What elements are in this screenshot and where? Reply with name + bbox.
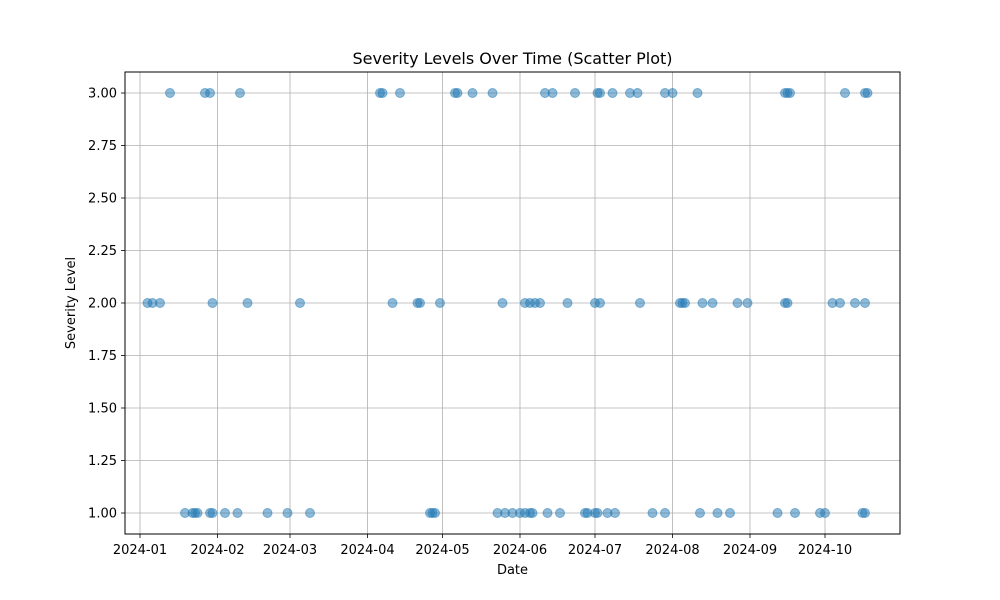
scatter-point [207, 298, 218, 308]
scatter-point [205, 88, 215, 98]
scatter-point [607, 88, 618, 98]
y-tick-label: 1.00 [88, 507, 117, 522]
scatter-point [207, 508, 218, 518]
scatter-point [547, 88, 558, 98]
scatter-point [527, 508, 538, 518]
scatter-point [790, 508, 800, 518]
y-tick-label: 1.25 [88, 454, 117, 469]
x-axis-label: Date [497, 563, 528, 578]
scatter-point [562, 298, 573, 308]
scatter-point [785, 88, 795, 98]
scatter-point [695, 508, 705, 518]
y-tick-label: 2.50 [88, 192, 117, 207]
scatter-point [692, 88, 703, 98]
scatter-point [232, 508, 243, 518]
x-tick-label: 2024-05 [415, 543, 469, 558]
scatter-point [155, 298, 165, 308]
axis-ticks: 2024-01 2024-02 2024-03 2024-04 2024-05 2024-… [88, 87, 852, 559]
scatter-point [772, 508, 783, 518]
scatter-point [282, 508, 293, 518]
y-tick-label: 1.75 [88, 349, 117, 364]
y-tick-label: 2.00 [88, 297, 117, 312]
x-tick-label: 2024-08 [645, 543, 699, 558]
scatter-point [452, 88, 463, 98]
y-tick-label: 1.50 [88, 402, 117, 417]
scatter-point [555, 508, 565, 518]
scatter-point [542, 508, 553, 518]
scatter-point [595, 88, 605, 98]
scatter-point [377, 88, 388, 98]
scatter-point [680, 298, 690, 308]
scatter-point [387, 298, 398, 308]
scatter-point [697, 298, 708, 308]
scatter-point [667, 88, 678, 98]
scatter-point [305, 508, 315, 518]
scatter-point [435, 298, 445, 308]
x-tick-label: 2024-06 [493, 543, 547, 558]
y-tick-label: 3.00 [88, 87, 117, 102]
scatter-point [610, 508, 620, 518]
scatter-point [840, 88, 850, 98]
scatter-point [712, 508, 723, 518]
scatter-point [192, 508, 203, 518]
scatter-point [487, 88, 498, 98]
x-tick-label: 2024-03 [263, 543, 317, 558]
y-tick-label: 2.25 [88, 244, 117, 259]
scatter-point [820, 508, 830, 518]
y-tick-label: 2.75 [88, 139, 117, 154]
scatter-point [860, 298, 870, 308]
scatter-point [467, 88, 478, 98]
scatter-point [635, 298, 645, 308]
scatter-point [647, 508, 658, 518]
scatter-point [262, 508, 273, 518]
scatter-point [860, 508, 870, 518]
chart-title: Severity Levels Over Time (Scatter Plot) [352, 49, 672, 68]
scatter-point [430, 508, 440, 518]
x-tick-label: 2024-04 [340, 543, 394, 558]
scatter-point [660, 508, 670, 518]
scatter-point [242, 298, 253, 308]
scatter-point [862, 88, 873, 98]
scatter-point [732, 298, 743, 308]
data-points [142, 88, 873, 518]
x-tick-label: 2024-02 [190, 543, 244, 558]
scatter-point [497, 298, 508, 308]
scatter-point [850, 298, 860, 308]
scatter-point [535, 298, 545, 308]
scatter-point [595, 298, 605, 308]
x-tick-label: 2024-10 [798, 543, 852, 558]
x-tick-label: 2024-01 [113, 543, 167, 558]
scatter-point [782, 298, 793, 308]
scatter-point [835, 298, 845, 308]
scatter-point [165, 88, 175, 98]
scatter-point [592, 508, 603, 518]
scatter-point [220, 508, 230, 518]
x-tick-label: 2024-09 [723, 543, 777, 558]
scatter-point [707, 298, 718, 308]
y-axis-label: Severity Level [64, 257, 79, 349]
scatter-point [395, 88, 405, 98]
scatter-point [295, 298, 305, 308]
x-tick-label: 2024-07 [568, 543, 622, 558]
scatter-point [415, 298, 425, 308]
scatter-point [742, 298, 753, 308]
scatter-point [725, 508, 735, 518]
scatter-point [235, 88, 245, 98]
scatter-point [570, 88, 580, 98]
scatter-point [632, 88, 643, 98]
